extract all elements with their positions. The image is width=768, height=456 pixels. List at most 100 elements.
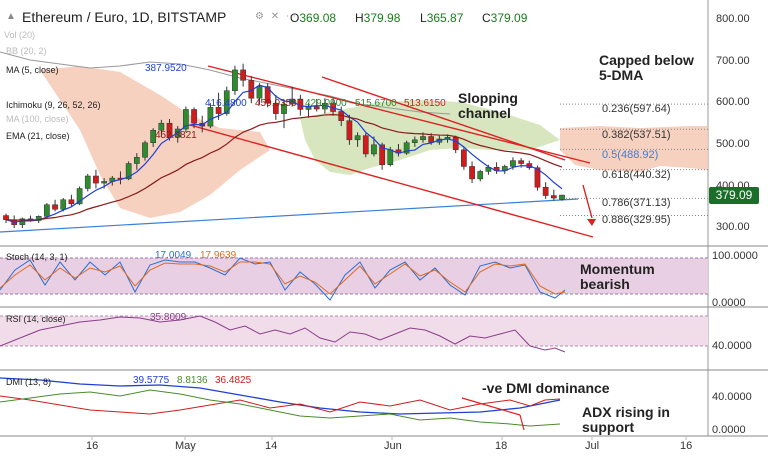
- x-tick: 16: [680, 440, 693, 452]
- candle-body: [469, 166, 475, 180]
- candle-body: [346, 120, 353, 141]
- candle-body: [240, 69, 246, 81]
- collapse-icon[interactable]: ▲: [6, 11, 16, 22]
- fib-levels: [560, 103, 708, 217]
- price-tick: 800.00: [716, 13, 750, 25]
- candle-body: [411, 139, 418, 143]
- ichimoku-base: 459.0350: [255, 98, 297, 109]
- current-price-tag: 379.09: [709, 187, 759, 204]
- stoch-k-line: [0, 257, 566, 301]
- legend-ema21[interactable]: EMA (21, close): [6, 131, 70, 141]
- candle-body: [223, 90, 230, 114]
- projection-arrow: [582, 184, 593, 219]
- candle-body: [559, 194, 565, 200]
- candle-body: [518, 160, 524, 164]
- dmi-tick: 40.0000: [712, 391, 752, 403]
- dmi-minus-value: 8.8136: [177, 375, 208, 386]
- rsi-line: [0, 315, 566, 353]
- candle-body: [150, 129, 157, 143]
- dmi-arrow: [461, 397, 521, 416]
- annotation-adx: ADX rising in support: [582, 404, 670, 435]
- candle-body: [354, 135, 361, 141]
- candle-body: [313, 106, 320, 110]
- candle-body: [191, 109, 197, 124]
- x-tick: May: [175, 440, 196, 452]
- symbol-title: Ethereum / Euro, 1D, BITSTAMP: [22, 9, 227, 25]
- candle-body: [477, 171, 484, 180]
- dmi-tick: 0.0000: [712, 424, 746, 436]
- channel-top-line: [321, 76, 566, 161]
- ohlc-high: H379.98: [355, 11, 401, 25]
- candle-body: [183, 109, 189, 130]
- candle-body: [133, 157, 140, 164]
- ichimoku-lagging: 429.0900: [305, 98, 347, 109]
- ichimoku-conversion: 416.4800: [205, 98, 247, 109]
- candle-body: [101, 181, 107, 184]
- candle-body: [387, 149, 394, 166]
- candle-body: [125, 163, 132, 180]
- fib-label-0786: 0.786(371.13): [602, 197, 671, 209]
- ichimoku-cloud-bearish-future: [560, 126, 708, 172]
- annotation-dmi: -ve DMI dominance: [482, 380, 610, 396]
- legend-rsi[interactable]: RSI (14, close): [6, 314, 66, 324]
- ma5-value: 387.9520: [145, 63, 187, 74]
- x-tick: 18: [495, 440, 508, 452]
- candle-body: [272, 102, 279, 114]
- ema21-value: 452.3821: [155, 130, 197, 141]
- candle-body: [76, 188, 83, 205]
- chart-title: ▲ Ethereum / Euro, 1D, BITSTAMP: [6, 9, 227, 25]
- candle-body: [44, 204, 50, 217]
- fib-label-05: 0.5(488.92): [602, 149, 659, 161]
- ma5-line: [5, 84, 563, 223]
- annotation-capped: Capped below 5-DMA: [599, 52, 694, 83]
- candle-body: [264, 86, 271, 104]
- candle-body: [207, 107, 214, 127]
- fib-label-0886: 0.886(329.95): [602, 214, 671, 226]
- price-tick: 700.00: [716, 55, 750, 67]
- legend-controls[interactable]: ⚙ ✕ ⋯: [255, 11, 298, 22]
- stoch-tick: 0.0000: [712, 297, 746, 309]
- x-tick: Jul: [585, 440, 600, 452]
- annotation-channel: Slopping channel: [458, 90, 518, 121]
- candle-body: [52, 204, 58, 210]
- candle-body: [510, 160, 516, 167]
- stoch-d-value: 17.9639: [200, 250, 237, 261]
- legend-ichimoku[interactable]: Ichimoku (9, 26, 52, 26): [6, 100, 101, 110]
- candle-body: [158, 122, 165, 131]
- legend-stoch[interactable]: Stoch (14, 3, 1): [6, 252, 68, 262]
- candle-body: [461, 149, 467, 167]
- ema21-line: [5, 114, 563, 221]
- dmi-adx-line: [0, 377, 561, 415]
- candle-body: [542, 186, 549, 196]
- candle-body: [256, 86, 263, 99]
- support-trendline: [0, 198, 579, 233]
- x-tick: 14: [265, 440, 278, 452]
- dmi-plus-value: 39.5775: [133, 375, 170, 386]
- candle-body: [84, 175, 91, 189]
- ohlc-open: O369.08: [290, 11, 337, 25]
- dmi-plus-line: [0, 389, 561, 427]
- stoch-k-value: 17.0049: [155, 250, 192, 261]
- channel-lower-line: [189, 124, 594, 238]
- legend-ma5[interactable]: MA (5, close): [6, 65, 59, 75]
- x-tick: Jun: [384, 440, 402, 452]
- legend-ma100[interactable]: MA (100, close): [6, 114, 69, 124]
- legend-volume[interactable]: Vol (20): [4, 30, 36, 40]
- stoch-tick: 100.0000: [712, 250, 758, 262]
- candle-body: [93, 175, 99, 184]
- candle-body: [60, 199, 67, 210]
- price-tick: 600.00: [716, 96, 750, 108]
- fib-label-0618: 0.618(440.32): [602, 169, 671, 181]
- candle-body: [420, 136, 426, 141]
- candle-body: [232, 69, 238, 91]
- candle-body: [452, 137, 459, 151]
- candle-body: [428, 136, 435, 143]
- ohlc-low: L365.87: [420, 11, 464, 25]
- legend-dmi[interactable]: DMI (13, 8): [6, 377, 52, 387]
- ichimoku-span-a: 515.6700: [355, 98, 397, 109]
- ichimoku-lagging-line: [0, 51, 451, 115]
- legend-bb[interactable]: BB (20, 2): [6, 46, 47, 56]
- candle-body: [362, 135, 369, 155]
- rsi-band: [0, 316, 708, 346]
